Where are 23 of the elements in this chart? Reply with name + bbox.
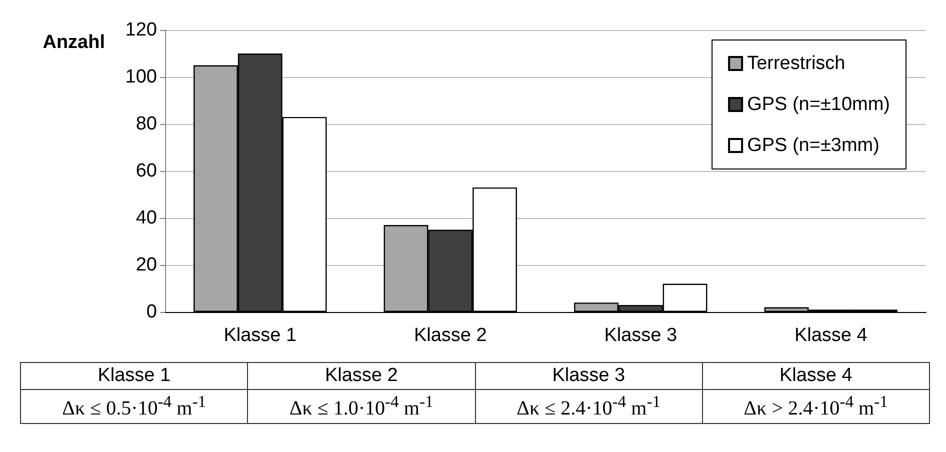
x-tick-label: Klasse 4 (794, 325, 868, 346)
legend-label: GPS (n=±10mm) (747, 94, 890, 115)
legend-label: Terrestrisch (747, 53, 846, 74)
text: Klasse 4 (702, 362, 930, 390)
text: Klasse 3 (475, 362, 702, 390)
x-tick-label: Klasse 3 (604, 325, 678, 346)
x-tick-label: Klasse 2 (414, 325, 487, 346)
y-tick-label: 20 (136, 254, 157, 276)
text: Klasse 1 (20, 362, 248, 390)
text: Δκ ≤ 2.4·10$^{-4}$ m$^{-1}$ (475, 390, 702, 424)
y-tick-label: 0 (146, 302, 157, 322)
text: Klasse 2 (248, 362, 475, 390)
y-tick-label: 80 (136, 114, 157, 134)
text: Δκ ≤ 1.0·10$^{-4}$ m$^{-1}$ (248, 390, 475, 424)
y-tick-label: 40 (136, 208, 157, 228)
y-tick-label: 100 (125, 66, 157, 88)
x-tick-label: Klasse 1 (224, 325, 297, 346)
legend-label: GPS (n=±3mm) (747, 135, 880, 156)
text: Δκ ≤ 0.5·10$^{-4}$ m$^{-1}$ (20, 390, 248, 424)
y-axis-title: Anzahl (42, 32, 105, 53)
y-tick-label: 120 (125, 20, 157, 40)
y-tick-label: 60 (136, 160, 157, 182)
text: Δκ > 2.4·10$^{-4}$ m$^{-1}$ (702, 390, 930, 424)
